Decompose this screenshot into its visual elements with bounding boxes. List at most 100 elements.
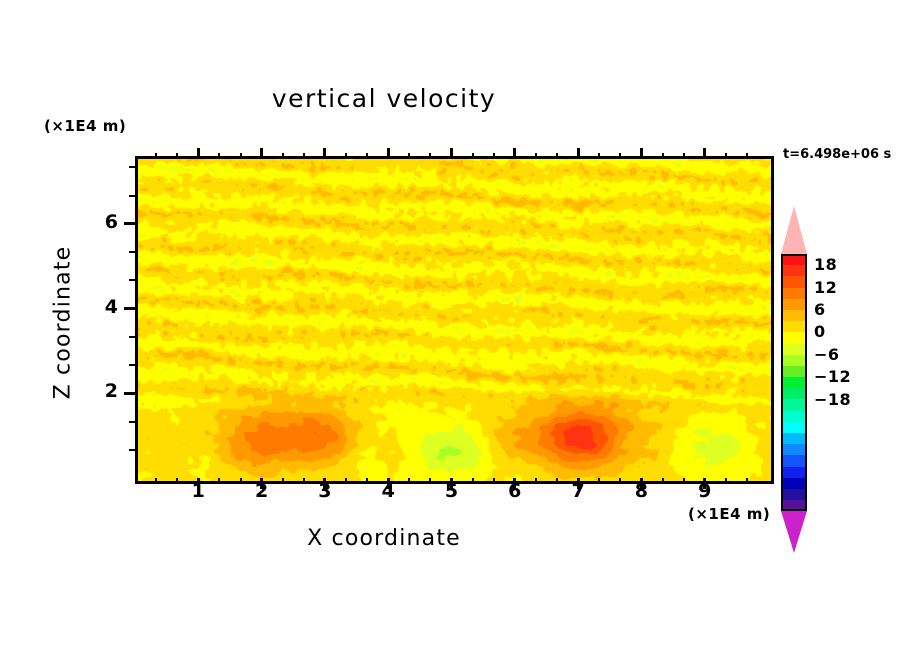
- colorbar-tick-label: −18: [814, 389, 852, 409]
- colorbar-tick-label: 18: [814, 255, 838, 275]
- timestamp-annotation: t=6.498e+06 s: [783, 147, 892, 162]
- page-title: vertical velocity: [271, 84, 497, 113]
- x-tick-major-top: [323, 148, 327, 159]
- x-axis-title: X coordinate: [307, 526, 461, 551]
- x-tick-minor: [281, 478, 284, 484]
- colorbar-band: [781, 287, 807, 299]
- x-tick-minor-top: [429, 153, 432, 159]
- y-axis-title: Z coordinate: [50, 245, 76, 400]
- x-tick-minor: [471, 478, 474, 484]
- x-tick-minor-top: [598, 153, 601, 159]
- x-tick-minor: [176, 478, 179, 484]
- y-tick-minor: [129, 448, 135, 451]
- y-tick-major: [124, 391, 135, 395]
- x-tick-major-top: [703, 148, 707, 159]
- y-tick-minor: [129, 335, 135, 338]
- colorbar-band: [781, 377, 807, 389]
- x-tick-label: 1: [191, 480, 205, 502]
- x-tick-label: 3: [318, 480, 332, 502]
- y-tick-minor: [129, 166, 135, 169]
- colorbar-tick-label: −6: [814, 344, 840, 364]
- x-tick-minor: [682, 478, 685, 484]
- x-tick-minor: [345, 478, 347, 484]
- colorbar-band: [781, 466, 807, 478]
- x-tick-minor: [239, 478, 242, 484]
- x-tick-major-top: [513, 148, 517, 159]
- colorbar-band: [781, 254, 807, 266]
- x-tick-minor-top: [724, 153, 727, 159]
- x-tick-minor-top: [556, 153, 558, 159]
- x-tick-minor-top: [682, 153, 685, 159]
- colorbar-band: [781, 444, 807, 456]
- x-tick-minor-top: [471, 153, 474, 159]
- x-tick-minor-top: [745, 153, 748, 159]
- colorbar-band: [781, 477, 807, 489]
- x-tick-major: [323, 478, 327, 489]
- x-tick-minor-top: [492, 153, 495, 159]
- x-tick-major: [450, 478, 453, 489]
- x-tick-major: [513, 478, 517, 489]
- x-tick-major: [639, 478, 643, 489]
- colorbar-band: [781, 399, 807, 411]
- contour-canvas: [138, 159, 771, 481]
- y-tick-label: 6: [104, 210, 118, 233]
- x-tick-minor: [598, 478, 601, 484]
- y-tick-minor: [129, 420, 135, 423]
- colorbar-tick-label: −12: [814, 367, 852, 387]
- colorbar-band: [781, 421, 807, 433]
- colorbar-tick-label: 12: [814, 277, 838, 297]
- colorbar-band: [781, 354, 807, 366]
- colorbar-band: [781, 488, 807, 501]
- colorbar-tick-label: 6: [814, 300, 826, 319]
- x-tick-major: [386, 478, 390, 489]
- y-tick-minor: [129, 251, 135, 254]
- colorbar-band: [781, 309, 807, 322]
- colorbar-under-cap: [781, 511, 807, 554]
- y-tick-major: [124, 307, 135, 311]
- y-axis-unit-label: (×1E4 m): [44, 117, 127, 135]
- x-tick-label: 8: [634, 480, 648, 502]
- x-tick-minor-top: [176, 153, 179, 159]
- y-tick-minor: [129, 279, 135, 282]
- x-tick-major-top: [386, 148, 390, 159]
- colorbar-band: [781, 365, 807, 378]
- x-tick-major-top: [450, 148, 453, 159]
- x-tick-minor-top: [302, 153, 305, 159]
- x-tick-minor-top: [218, 153, 221, 159]
- x-tick-minor-top: [534, 153, 537, 159]
- x-tick-major: [703, 478, 707, 489]
- x-tick-minor: [534, 478, 537, 484]
- x-tick-label: 7: [571, 480, 585, 502]
- y-tick-major: [124, 222, 135, 226]
- x-tick-major-top: [196, 148, 200, 159]
- x-tick-minor-top: [408, 153, 411, 159]
- x-tick-major-top: [260, 148, 264, 159]
- x-tick-minor-top: [366, 153, 369, 159]
- x-tick-minor: [724, 478, 727, 484]
- y-tick-label: 2: [104, 380, 118, 403]
- x-tick-minor: [155, 478, 158, 484]
- x-tick-minor-top: [661, 153, 664, 159]
- y-tick-label: 4: [104, 295, 118, 318]
- y-tick-minor: [129, 194, 135, 197]
- colorbar-band: [781, 433, 807, 445]
- colorbar-over-cap: [781, 206, 807, 254]
- x-tick-minor-top: [345, 153, 347, 159]
- x-tick-minor: [218, 478, 221, 484]
- colorbar-band: [781, 265, 807, 277]
- x-tick-major: [196, 478, 200, 489]
- x-tick-label: 5: [444, 480, 459, 502]
- x-tick-label: 2: [254, 480, 269, 502]
- x-tick-minor: [429, 478, 432, 484]
- colorbar-band: [781, 276, 807, 288]
- x-tick-label: 4: [381, 480, 395, 502]
- colorbar-band: [781, 321, 807, 333]
- colorbar-band: [781, 343, 807, 355]
- x-tick-minor-top: [155, 153, 158, 159]
- x-tick-minor-top: [281, 153, 284, 159]
- y-tick-minor: [129, 364, 135, 367]
- x-tick-label: 9: [698, 480, 712, 502]
- colorbar-band: [781, 455, 807, 467]
- x-tick-major: [260, 478, 264, 489]
- colorbar: [781, 206, 807, 554]
